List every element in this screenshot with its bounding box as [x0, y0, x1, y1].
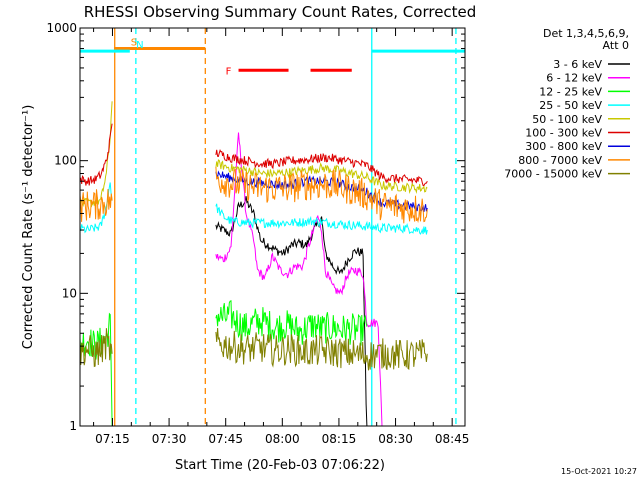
flag-label-0: S	[131, 38, 137, 49]
legend-header-0: Det 1,3,4,5,6,9,	[543, 27, 629, 40]
series-line-8-seg-1	[215, 327, 428, 371]
series-lines	[79, 101, 428, 427]
series-line-4-seg-1	[215, 159, 428, 195]
x-tick-label-0715: 07:15	[95, 432, 130, 446]
x-tick-label-0730: 07:30	[152, 432, 187, 446]
legend-label-0: 3 - 6 keV	[553, 58, 602, 71]
series-line-7-seg-1	[215, 167, 428, 224]
series-line-8-seg-0	[79, 328, 113, 368]
legend-label-5: 100 - 300 keV	[525, 127, 602, 140]
chart-title: RHESSI Observing Summary Count Rates, Co…	[84, 3, 477, 21]
y-tick-label-10: 10	[62, 286, 77, 300]
legend-label-3: 25 - 50 keV	[539, 99, 602, 112]
flag-label-1: N	[136, 40, 143, 51]
series-line-2-seg-0	[79, 312, 113, 427]
legend-label-7: 800 - 7000 keV	[518, 154, 602, 167]
flag-label-3: F	[226, 66, 232, 77]
legend-label-2: 12 - 25 keV	[539, 85, 602, 98]
series-line-5-seg-1	[215, 148, 428, 186]
flag-bars: SNNF	[80, 38, 465, 77]
series-line-7-seg-0	[79, 188, 113, 222]
legend-header-1: Att 0	[603, 39, 629, 52]
y-tick-label-1: 1	[69, 419, 77, 433]
y-tick-label-100: 100	[54, 154, 77, 168]
y-axis-label: Corrected Count Rate (s⁻¹ detector⁻¹)	[21, 105, 36, 350]
legend-label-6: 300 - 800 keV	[525, 140, 602, 153]
x-tick-label-0815: 08:15	[322, 432, 357, 446]
series-line-3-seg-1	[215, 203, 428, 235]
x-tick-label-0745: 07:45	[208, 432, 243, 446]
series-line-1-seg-0	[215, 132, 383, 427]
series-line-5-seg-0	[79, 123, 113, 186]
x-tick-label-0845: 08:45	[435, 432, 470, 446]
y-axis-ticks: 1 10 100 1000	[46, 21, 465, 433]
footer-timestamp: 15-Oct-2021 10:27	[561, 467, 637, 476]
plot-frame	[79, 27, 466, 427]
x-tick-label-0830: 08:30	[378, 432, 413, 446]
y-tick-label-1000: 1000	[46, 21, 77, 35]
x-axis-ticks: 07:15 07:30 07:45 08:00 08:15 08:30 08:45	[93, 28, 470, 446]
legend-label-4: 50 - 100 keV	[532, 113, 602, 126]
series-line-0-seg-1	[215, 196, 368, 427]
legend-label-8: 7000 - 15000 keV	[504, 168, 602, 181]
x-axis-label: Start Time (20-Feb-03 07:06:22)	[175, 458, 385, 473]
x-tick-label-0800: 08:00	[265, 432, 300, 446]
legend-label-1: 6 - 12 keV	[546, 72, 602, 85]
